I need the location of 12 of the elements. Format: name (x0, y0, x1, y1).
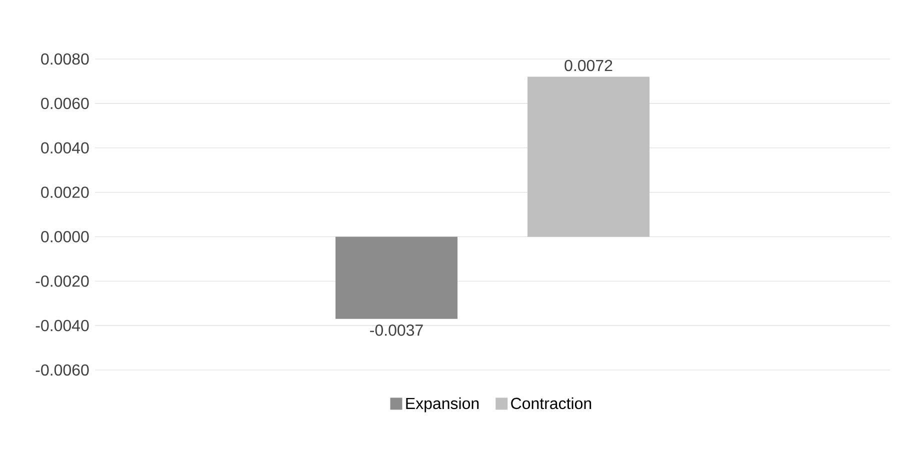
y-tick-label: 0.0060 (41, 98, 89, 110)
y-tick-label: -0.0060 (36, 364, 89, 376)
y-tick-label: 0.0080 (41, 53, 89, 65)
data-label: -0.0037 (370, 324, 423, 336)
legend-label: Contraction (511, 397, 592, 410)
y-tick-label: -0.0020 (36, 275, 89, 287)
y-tick-label: 0.0040 (41, 142, 89, 154)
y-tick-label: 0.0000 (41, 231, 89, 242)
legend-label: Expansion (406, 397, 479, 412)
y-tick-label: -0.0040 (36, 320, 89, 332)
y-tick-label: 0.0020 (41, 186, 89, 198)
data-label: 0.0072 (564, 60, 612, 72)
